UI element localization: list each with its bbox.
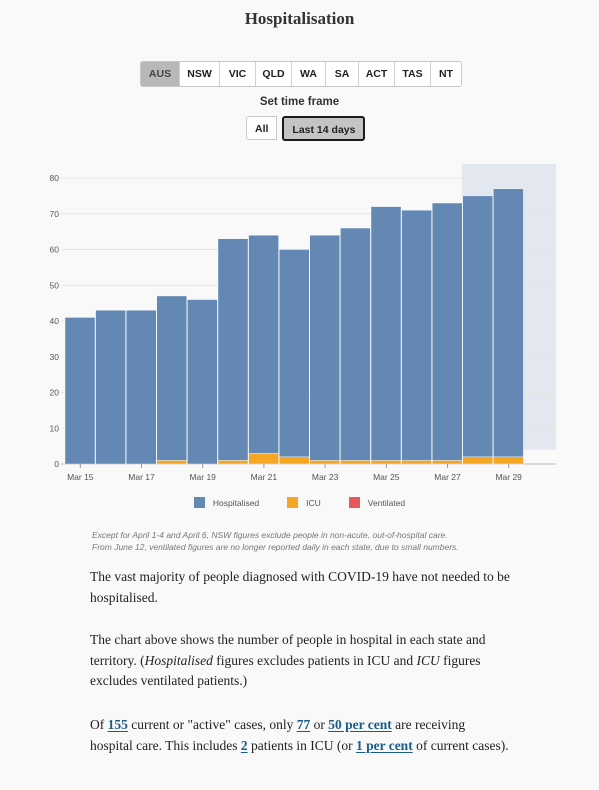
bar-hospitalised [401,209,432,461]
time-frame-group: All Last 14 days [246,115,366,141]
tab-aus[interactable]: AUS [141,62,180,86]
paragraph-3-text-3: or [310,717,329,732]
hospitalisation-chart: 0 10 20 30 40 50 60 70 80 Mar 15 Mar 17 Mar 19 Mar 2… [50,164,556,482]
y-tick-label: 80 [50,173,60,183]
tab-nt[interactable]: NT [439,68,453,80]
bar-hospitalised [95,310,126,465]
paragraph-2-text-1: The chart above shows the number of peop… [90,632,486,668]
page-title: Hospitalisation [244,9,355,28]
bar-hospitalised [248,234,279,454]
legend-item-icu: ICU [287,497,321,508]
legend-swatch-ventilated [348,497,360,508]
paragraph-3: Of 155 current or "active" cases, only 7… [90,715,510,756]
tab-nsw[interactable]: NSW [180,62,220,86]
chart-legend: Hospitalised ICU Ventilated [0,497,599,508]
legend-swatch-hospitalised [193,497,205,508]
bar-icu [432,460,463,465]
x-tick-label: Mar 21 [251,472,278,482]
bar-hospitalised [187,299,218,465]
y-tick-label: 30 [50,352,60,362]
bar-icu [401,460,432,465]
y-tick-label: 60 [50,245,60,255]
tab-vic[interactable]: VIC [220,62,256,86]
bar-icu [279,456,310,465]
time-frame-label: Set time frame [259,96,340,108]
legend-item-hospitalised: Hospitalised [193,497,260,508]
bar-icu [156,460,188,465]
paragraph-2: The chart above shows the number of peop… [90,630,510,692]
legend-label-ventilated: Ventilated [367,497,406,508]
legend-swatch-icu [287,497,299,508]
bar-hospitalised [309,234,340,461]
y-tick-label: 70 [50,209,60,219]
tab-tas[interactable]: TAS [395,62,431,86]
bar-hospitalised [125,310,157,465]
icu-count: 2 [240,737,248,753]
bar-icu [217,460,249,465]
bar-hospitalised [493,188,524,458]
active-cases-count: 155 [107,717,128,732]
bar-hospitalised [156,295,188,461]
tab-qld[interactable]: QLD [256,62,292,86]
tab-act[interactable]: ACT [359,62,395,86]
paragraph-3-text-4: are receiving hospital care. This includ… [90,717,466,753]
paragraph-3-text-5: patients in ICU (or [247,737,356,753]
bar-icu [370,460,402,465]
paragraph-2-em-hospitalised: Hospitalised [144,652,213,668]
bar-hospitalised [217,238,249,461]
y-tick-label: 40 [50,316,60,326]
bar-hospitalised [462,195,493,458]
x-tick-label: Mar 25 [373,472,400,482]
bar-icu [340,460,371,465]
paragraph-2-text-2: figures excludes patients in ICU and [212,652,417,668]
bar-hospitalised [64,317,96,465]
chart-note-1: Except for April 1-4 and April 6, NSW fi… [92,530,448,540]
bar-hospitalised [432,202,463,461]
bar-icu [462,456,493,465]
chart-notes: Except for April 1-4 and April 6, NSW fi… [92,529,562,553]
x-tick-label: Mar 15 [67,472,94,482]
paragraph-3-text-1: Of [90,717,108,732]
time-frame-all-button[interactable]: All [246,116,278,140]
x-tick-label: Mar 19 [189,472,216,482]
chart-note-2: From June 12, ventilated figures are no … [92,542,459,552]
x-tick-label: Mar 29 [495,472,522,482]
icu-percent: 1 per cent [355,737,413,753]
hospital-count: 77 [296,717,311,732]
paragraph-3-text-6: of current cases). [412,737,509,753]
x-tick-label: Mar 27 [434,472,461,482]
tab-sa[interactable]: SA [326,62,359,86]
x-tick-label: Mar 17 [128,472,155,482]
paragraph-3-text-2: current or "active" cases, only [127,717,297,732]
y-tick-label: 20 [50,388,60,398]
y-tick-label: 0 [54,459,59,469]
paragraph-1: The vast majority of people diagnosed wi… [90,569,510,605]
legend-label-hospitalised: Hospitalised [212,497,260,508]
legend-item-ventilated: Ventilated [348,497,406,508]
y-tick-label: 50 [50,280,60,290]
bar-hospitalised [370,206,402,461]
bar-icu [493,456,524,465]
y-tick-label: 10 [50,423,60,433]
bar-icu [309,460,340,465]
tab-wa[interactable]: WA [292,62,326,86]
bar-hospitalised [279,249,310,458]
bar-icu [248,453,279,465]
bar-hospitalised [340,227,371,461]
hospital-percent: 50 per cent [328,717,392,732]
paragraph-2-text-3: figures excludes ventilated patients.) [90,652,481,689]
x-tick-label: Mar 23 [312,472,339,482]
legend-label-icu: ICU [306,497,321,508]
state-tabs: AUS NSW VIC QLD WA SA ACT TAS NT [140,61,462,87]
paragraph-2-em-icu: ICU [416,652,440,668]
time-frame-14-days-button[interactable]: Last 14 days [282,115,366,141]
